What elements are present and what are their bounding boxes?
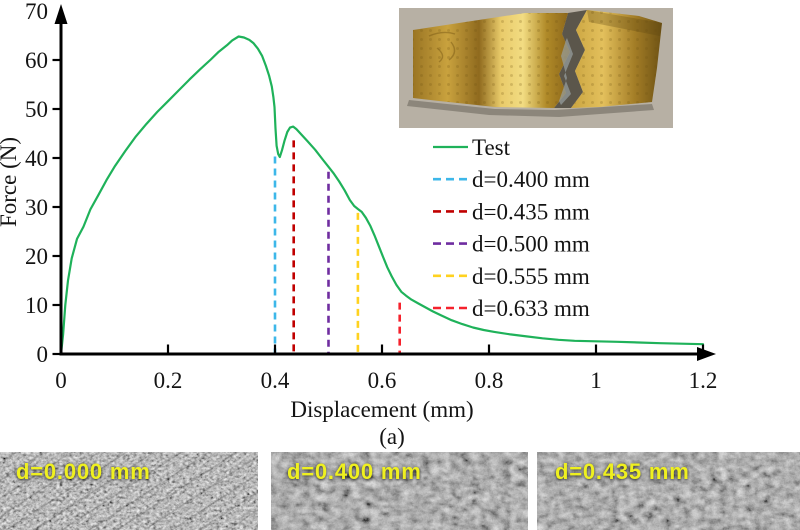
- micrograph-panel-2: d=0.400 mm: [271, 452, 528, 530]
- emboss-dots-left: [413, 13, 570, 108]
- micrograph-panel-3: d=0.435 mm: [537, 452, 800, 530]
- y-tick-label: 30: [25, 195, 48, 220]
- legend-label-2: d=0.435 mm: [472, 199, 590, 224]
- tear-highlight: [559, 38, 573, 105]
- y-tick-label: 50: [25, 97, 48, 122]
- legend-label-0: Test: [472, 135, 511, 160]
- torn-specimen-image: [399, 8, 673, 128]
- subfigure-label: (a): [379, 424, 405, 449]
- y-axis-label: Force (N): [0, 137, 21, 227]
- y-tick-label: 60: [25, 48, 48, 73]
- micrograph-label-2: d=0.400 mm: [287, 459, 422, 484]
- micrograph-image-2: [271, 452, 528, 530]
- y-axis-arrow: [54, 4, 68, 24]
- y-tick-label: 70: [25, 0, 48, 24]
- force-displacement-chart: 0 0.2 0.4 0.6 0.8 1 1.2 0 10 20 30 40 50 60 70 Displace…: [0, 0, 718, 422]
- x-tick-label: 0.6: [368, 368, 397, 393]
- y-tick-label: 10: [25, 293, 48, 318]
- y-tick-label: 20: [25, 244, 48, 269]
- micrograph-image-1: [0, 452, 258, 530]
- micrograph-image-3: [537, 452, 800, 530]
- legend-label-1: d=0.400 mm: [472, 167, 590, 192]
- y-tick-label: 40: [25, 146, 48, 171]
- series-test: [59, 35, 705, 356]
- x-tick-label: 0.8: [475, 368, 504, 393]
- x-tick-label: 0: [55, 368, 67, 393]
- x-tick-label: 1.2: [689, 368, 718, 393]
- specimen-photo-inset: [399, 8, 673, 128]
- emboss-dots-right: [571, 10, 662, 108]
- x-tick-label: 1: [590, 368, 602, 393]
- fold-shading: [587, 10, 662, 36]
- x-axis-arrow: [697, 347, 716, 361]
- x-tick-label: 0.4: [261, 368, 290, 393]
- micrograph-panel-1: d=0.000 mm: [0, 452, 258, 530]
- surface-scratches: [428, 31, 456, 63]
- y-tick-label: 0: [37, 342, 49, 367]
- x-axis-label: Displacement (mm): [290, 397, 473, 422]
- x-tick-label: 0.2: [154, 368, 183, 393]
- micrograph-label-1: d=0.000 mm: [16, 459, 151, 484]
- legend-label-4: d=0.555 mm: [472, 264, 590, 289]
- micrograph-label-3: d=0.435 mm: [555, 459, 690, 484]
- legend-label-3: d=0.500 mm: [472, 232, 590, 257]
- legend-label-5: d=0.633 mm: [472, 296, 590, 321]
- specimen-shadow: [407, 100, 654, 117]
